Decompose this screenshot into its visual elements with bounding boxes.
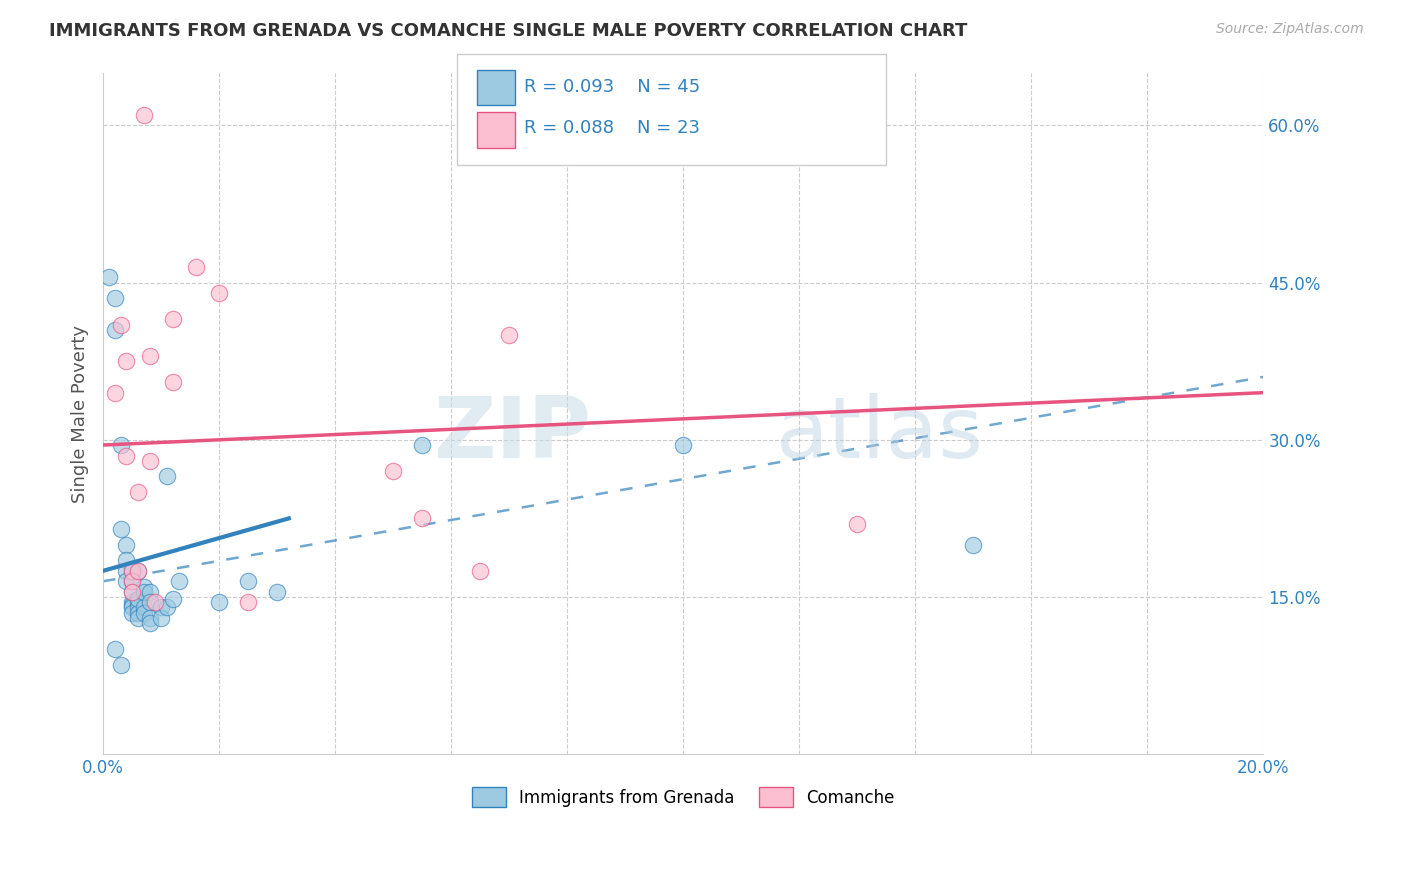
Text: R = 0.088    N = 23: R = 0.088 N = 23 bbox=[524, 119, 700, 136]
Point bbox=[138, 595, 160, 609]
Point bbox=[132, 108, 155, 122]
Text: atlas: atlas bbox=[776, 392, 984, 475]
Point bbox=[156, 469, 179, 483]
Point bbox=[121, 600, 143, 615]
Point bbox=[236, 574, 259, 589]
Point bbox=[104, 323, 127, 337]
Point bbox=[121, 584, 143, 599]
Point bbox=[138, 584, 160, 599]
Point bbox=[162, 312, 184, 326]
Point bbox=[115, 354, 138, 368]
Point bbox=[115, 564, 138, 578]
Point bbox=[470, 564, 492, 578]
Point bbox=[411, 511, 433, 525]
Point bbox=[121, 574, 143, 589]
Point bbox=[236, 595, 259, 609]
Point bbox=[127, 600, 149, 615]
Point bbox=[382, 464, 405, 478]
Point bbox=[110, 522, 132, 536]
Point bbox=[127, 595, 149, 609]
Point bbox=[132, 580, 155, 594]
Point bbox=[121, 574, 143, 589]
Point bbox=[104, 291, 127, 305]
Legend: Immigrants from Grenada, Comanche: Immigrants from Grenada, Comanche bbox=[465, 780, 901, 814]
Point bbox=[962, 538, 984, 552]
Point bbox=[127, 606, 149, 620]
Point bbox=[150, 600, 173, 615]
Text: ZIP: ZIP bbox=[433, 392, 591, 475]
Point bbox=[110, 318, 132, 332]
Point bbox=[132, 606, 155, 620]
Point bbox=[411, 438, 433, 452]
Text: Source: ZipAtlas.com: Source: ZipAtlas.com bbox=[1216, 22, 1364, 37]
Point bbox=[104, 642, 127, 657]
Text: IMMIGRANTS FROM GRENADA VS COMANCHE SINGLE MALE POVERTY CORRELATION CHART: IMMIGRANTS FROM GRENADA VS COMANCHE SING… bbox=[49, 22, 967, 40]
Point bbox=[110, 658, 132, 673]
Point bbox=[162, 375, 184, 389]
Point bbox=[127, 485, 149, 500]
Point bbox=[121, 584, 143, 599]
Text: R = 0.093    N = 45: R = 0.093 N = 45 bbox=[524, 78, 700, 95]
Point bbox=[846, 516, 869, 531]
Point bbox=[97, 270, 120, 285]
Point bbox=[162, 592, 184, 607]
Point bbox=[104, 385, 127, 400]
Point bbox=[184, 260, 207, 274]
Point bbox=[121, 564, 143, 578]
Point bbox=[121, 595, 143, 609]
Point bbox=[127, 611, 149, 625]
Point bbox=[121, 599, 143, 613]
Point bbox=[115, 538, 138, 552]
Point bbox=[208, 595, 231, 609]
Point bbox=[121, 606, 143, 620]
Point bbox=[143, 595, 166, 609]
Y-axis label: Single Male Poverty: Single Male Poverty bbox=[72, 325, 89, 502]
Point bbox=[127, 564, 149, 578]
Point bbox=[138, 349, 160, 363]
Point bbox=[127, 564, 149, 578]
Point bbox=[167, 574, 190, 589]
Point bbox=[138, 611, 160, 625]
Point bbox=[138, 616, 160, 631]
Point bbox=[266, 584, 288, 599]
Point bbox=[498, 328, 520, 343]
Point bbox=[110, 438, 132, 452]
Point bbox=[156, 600, 179, 615]
Point bbox=[132, 600, 155, 615]
Point bbox=[115, 574, 138, 589]
Point bbox=[138, 454, 160, 468]
Point bbox=[150, 611, 173, 625]
Point bbox=[672, 438, 695, 452]
Point bbox=[121, 564, 143, 578]
Point bbox=[127, 592, 149, 607]
Point bbox=[115, 449, 138, 463]
Point bbox=[132, 584, 155, 599]
Point bbox=[115, 553, 138, 567]
Point bbox=[208, 286, 231, 301]
